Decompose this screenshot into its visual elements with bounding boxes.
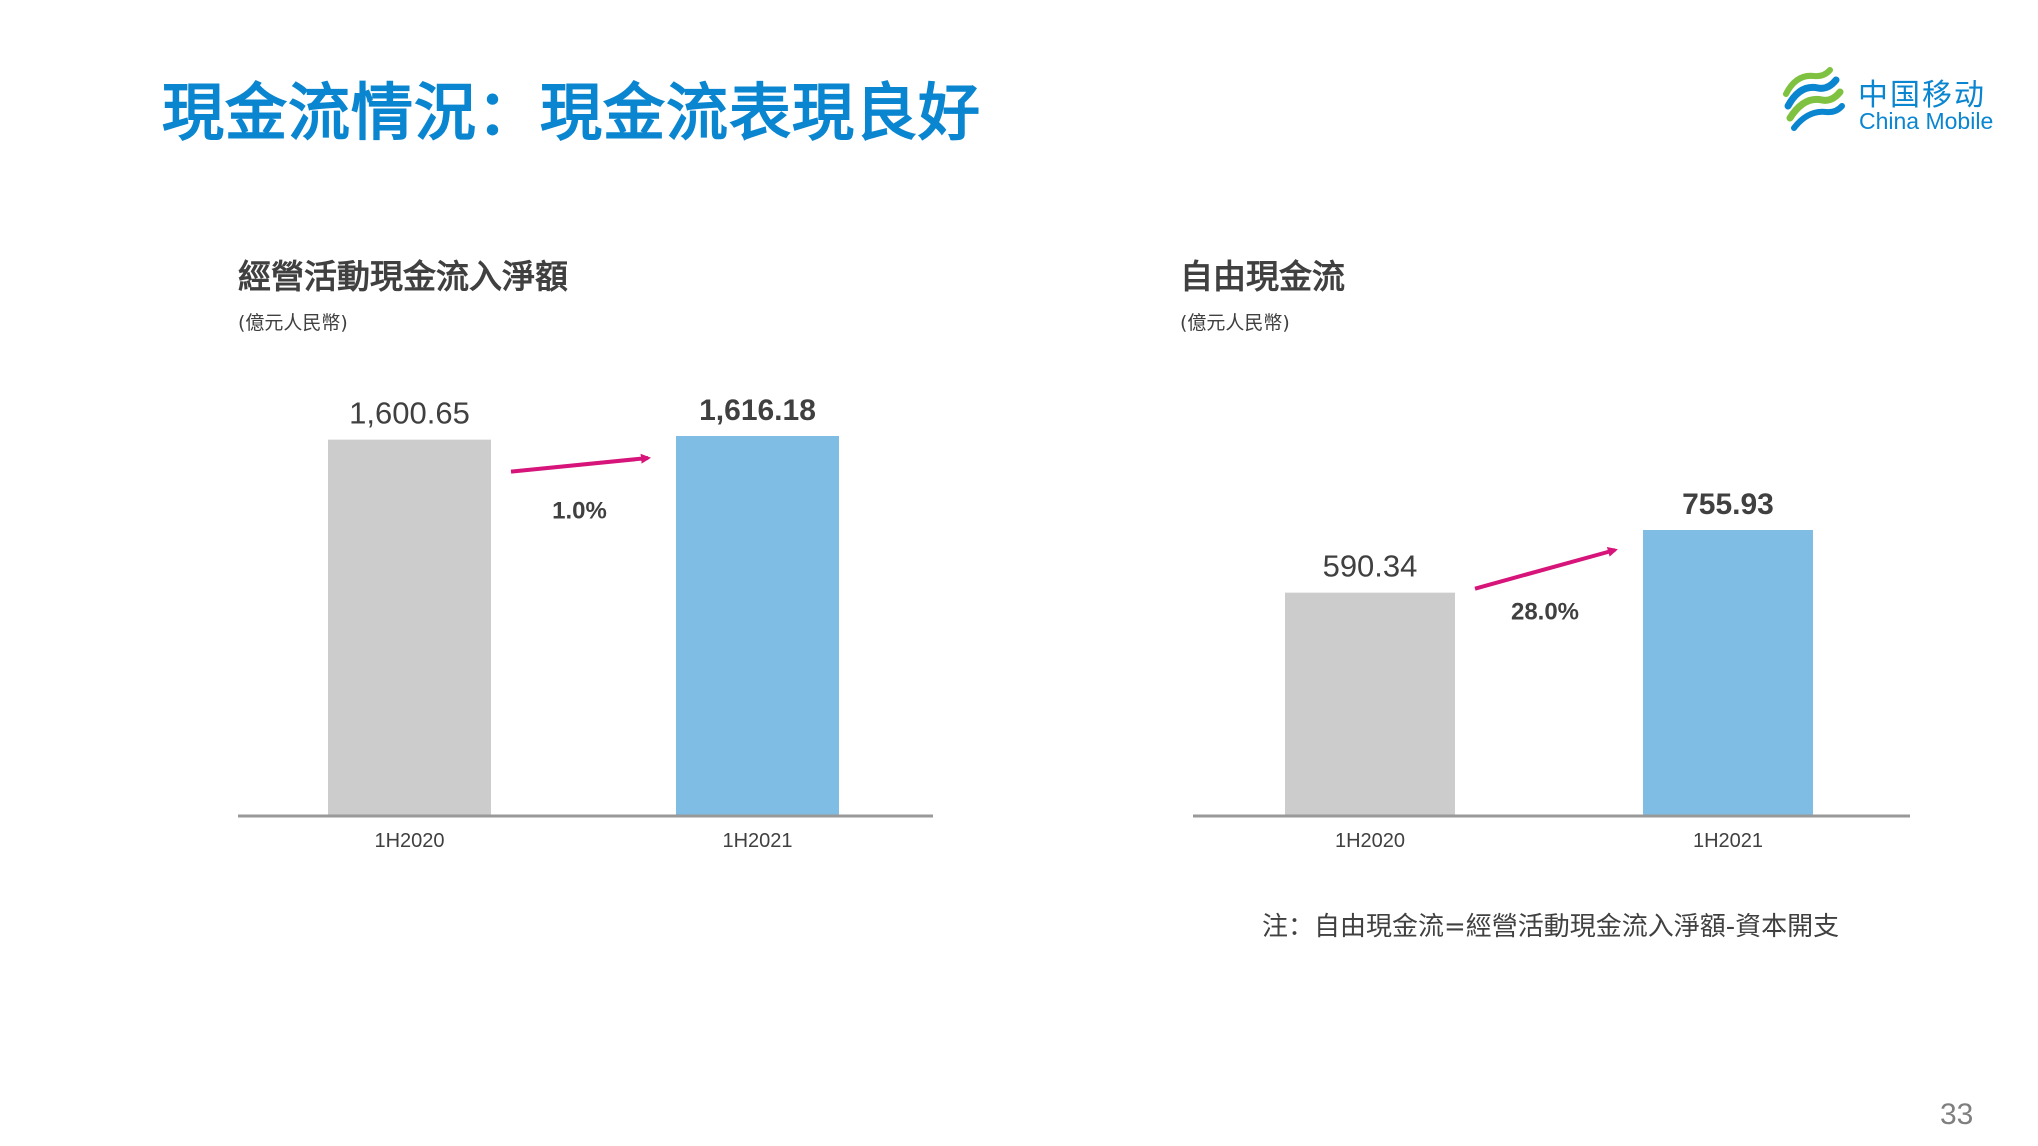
chart-title: 經營活動現金流入淨額 (238, 257, 568, 296)
page-number: 33 (1940, 1098, 1974, 1131)
bar-1H2020 (328, 439, 491, 816)
logo-english-text: China Mobile (1859, 108, 1994, 134)
footnote: 注：自由現金流=經營活動現金流入淨額-資本開支 (1262, 912, 1840, 942)
page-title: 現金流情況：現金流表現良好 (162, 76, 982, 149)
chart-panel-operating-cash: 經營活動現金流入淨額 (億元人民幣) 1,600.65 1H2020 1,616.1… (238, 250, 938, 870)
bar-1H2020 (1285, 592, 1455, 816)
chart-panel-free-cash-flow: 自由現金流 (億元人民幣) 590.34 1H2020 755.93 1H2021 28… (1180, 250, 1920, 870)
bar-chart: 1,600.65 1H2020 1,616.18 1H2021 1.0% (238, 394, 933, 852)
tick-label: 1H2020 (374, 830, 444, 852)
bar-chart: 590.34 1H2020 755.93 1H2021 28.0% (1193, 488, 1910, 852)
growth-label: 1.0% (552, 498, 607, 525)
data-label: 590.34 (1323, 549, 1418, 584)
tick-label: 1H2020 (1335, 830, 1405, 852)
china-mobile-logo-icon (1783, 67, 1845, 131)
tick-label: 1H2021 (1693, 830, 1763, 852)
chart-unit: (億元人民幣) (238, 312, 348, 334)
data-label: 1,600.65 (349, 396, 470, 431)
tick-label: 1H2021 (722, 830, 792, 852)
data-label: 1,616.18 (699, 394, 816, 427)
data-label: 755.93 (1682, 488, 1774, 521)
bar-1H2021 (676, 436, 839, 816)
logo-chinese-text: 中国移动 (1858, 78, 1986, 113)
growth-arrow (1474, 547, 1618, 591)
growth-arrow (510, 453, 651, 474)
chart-title: 自由現金流 (1180, 257, 1345, 296)
logo: 中国移动 China Mobile (1778, 66, 1998, 144)
chart-unit: (億元人民幣) (1180, 312, 1290, 334)
bar-1H2021 (1643, 530, 1813, 816)
growth-label: 28.0% (1511, 599, 1579, 626)
